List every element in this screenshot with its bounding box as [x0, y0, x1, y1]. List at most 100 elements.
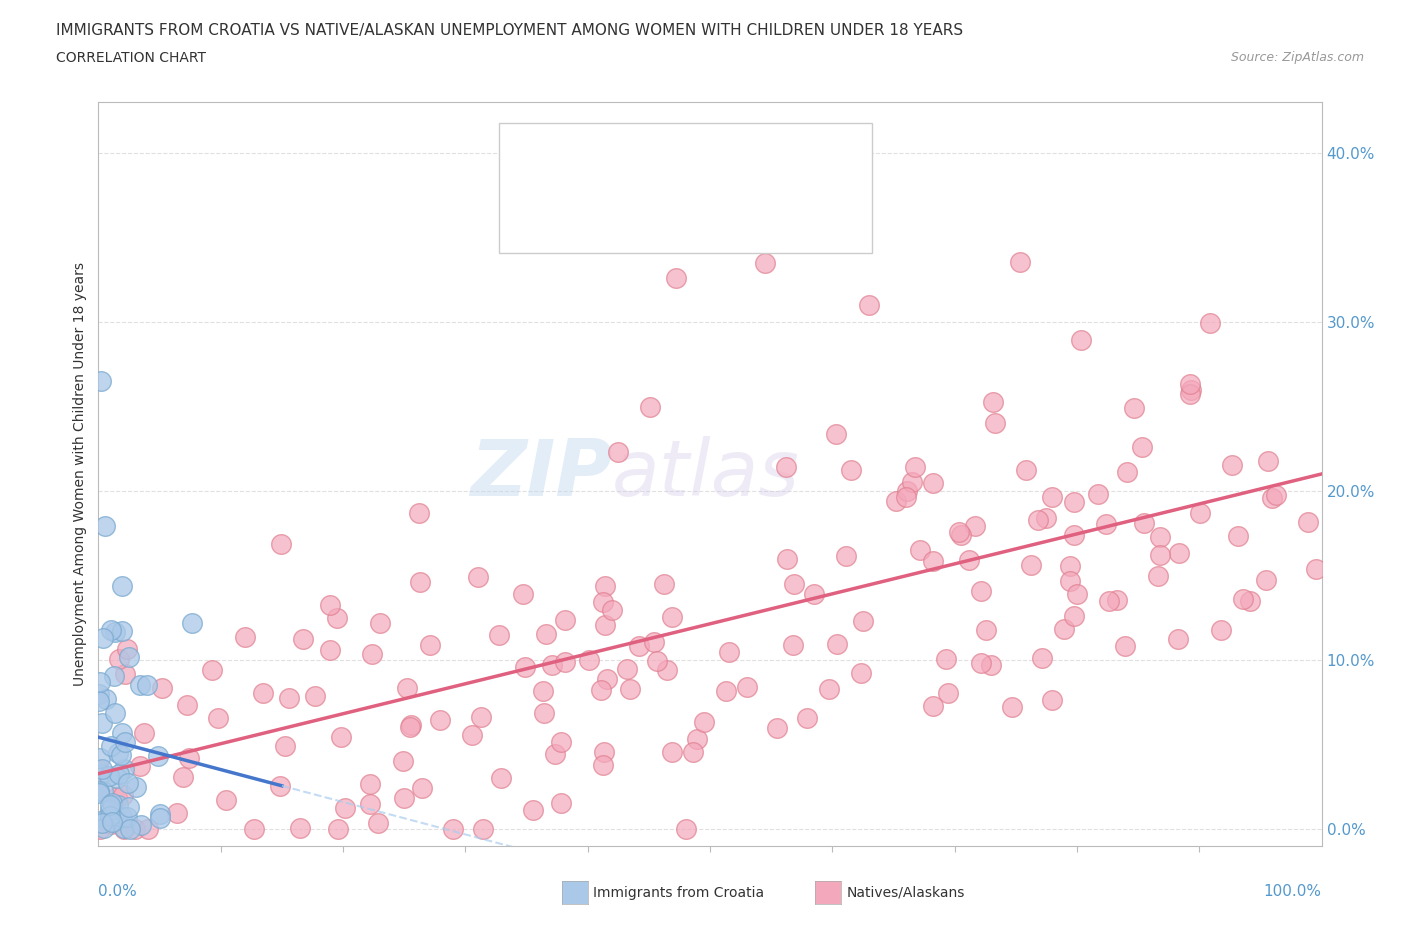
Point — [107, 652, 129, 667]
Point — [146, 749, 169, 764]
Point — [107, 813, 129, 828]
Point — [1257, 454, 1279, 469]
Point — [149, 806, 172, 821]
Point — [112, 821, 135, 836]
Point — [90, 374, 112, 389]
Point — [124, 822, 146, 837]
Point — [839, 463, 862, 478]
Point — [661, 610, 683, 625]
Point — [319, 598, 342, 613]
Point — [531, 684, 554, 698]
Point — [536, 626, 558, 641]
Point — [970, 656, 993, 671]
Point — [243, 822, 266, 837]
Point — [693, 714, 716, 729]
Point — [105, 790, 128, 804]
Point — [392, 790, 415, 805]
Point — [93, 820, 115, 835]
Point — [429, 712, 451, 727]
Point — [1087, 486, 1109, 501]
Point — [965, 518, 987, 533]
Point — [104, 624, 127, 639]
Point — [330, 730, 353, 745]
Point — [593, 618, 616, 632]
Point — [112, 822, 135, 837]
Point — [766, 720, 789, 735]
Point — [645, 654, 668, 669]
Point — [1227, 529, 1250, 544]
Point — [176, 698, 198, 713]
Point — [1031, 651, 1053, 666]
Point — [89, 694, 111, 709]
Point — [1040, 692, 1063, 707]
Point — [1132, 515, 1154, 530]
Text: atlas: atlas — [612, 436, 800, 512]
Point — [101, 815, 124, 830]
Point — [550, 796, 572, 811]
Point — [595, 671, 617, 686]
Point — [970, 584, 993, 599]
Point — [592, 758, 614, 773]
Point — [91, 766, 114, 781]
Point — [533, 706, 555, 721]
Point — [98, 803, 121, 817]
Point — [118, 649, 141, 664]
Text: 0.0%: 0.0% — [98, 884, 138, 898]
Point — [754, 256, 776, 271]
Point — [661, 745, 683, 760]
Point — [89, 674, 111, 689]
Point — [90, 762, 112, 777]
Point — [441, 822, 464, 837]
Point — [851, 665, 873, 680]
Point — [128, 677, 150, 692]
Point — [129, 759, 152, 774]
Point — [1019, 558, 1042, 573]
Point — [818, 682, 841, 697]
Point — [592, 595, 614, 610]
Point — [578, 652, 600, 667]
Point — [91, 631, 114, 645]
Point — [554, 655, 576, 670]
Point — [1063, 609, 1085, 624]
Point — [512, 587, 534, 602]
Point — [461, 727, 484, 742]
Point — [718, 644, 741, 659]
Point — [1167, 631, 1189, 646]
Point — [87, 686, 110, 701]
Point — [1115, 465, 1137, 480]
Point — [273, 738, 295, 753]
Text: ZIP: ZIP — [470, 436, 612, 512]
Point — [90, 715, 112, 730]
Point — [541, 658, 564, 672]
Point — [107, 798, 129, 813]
Text: Natives/Alaskans: Natives/Alaskans — [846, 885, 965, 900]
Point — [948, 525, 970, 539]
Point — [471, 822, 494, 837]
Point — [304, 688, 326, 703]
Point — [901, 474, 924, 489]
Point — [111, 623, 134, 638]
Text: 54: 54 — [696, 156, 717, 174]
Point — [111, 725, 134, 740]
Point — [1114, 639, 1136, 654]
Point — [91, 784, 114, 799]
Point — [1059, 559, 1081, 574]
Point — [593, 745, 616, 760]
Point — [233, 629, 256, 644]
Point — [981, 394, 1004, 409]
Point — [488, 628, 510, 643]
Point — [1059, 574, 1081, 589]
Point — [1105, 593, 1128, 608]
Point — [796, 711, 818, 725]
Point — [1001, 699, 1024, 714]
Point — [984, 416, 1007, 431]
Point — [333, 800, 356, 815]
Point — [201, 662, 224, 677]
Point — [908, 543, 931, 558]
Point — [1239, 593, 1261, 608]
Point — [1130, 440, 1153, 455]
Point — [896, 484, 918, 498]
Point — [367, 816, 389, 830]
Point — [328, 822, 350, 837]
Point — [675, 822, 697, 837]
